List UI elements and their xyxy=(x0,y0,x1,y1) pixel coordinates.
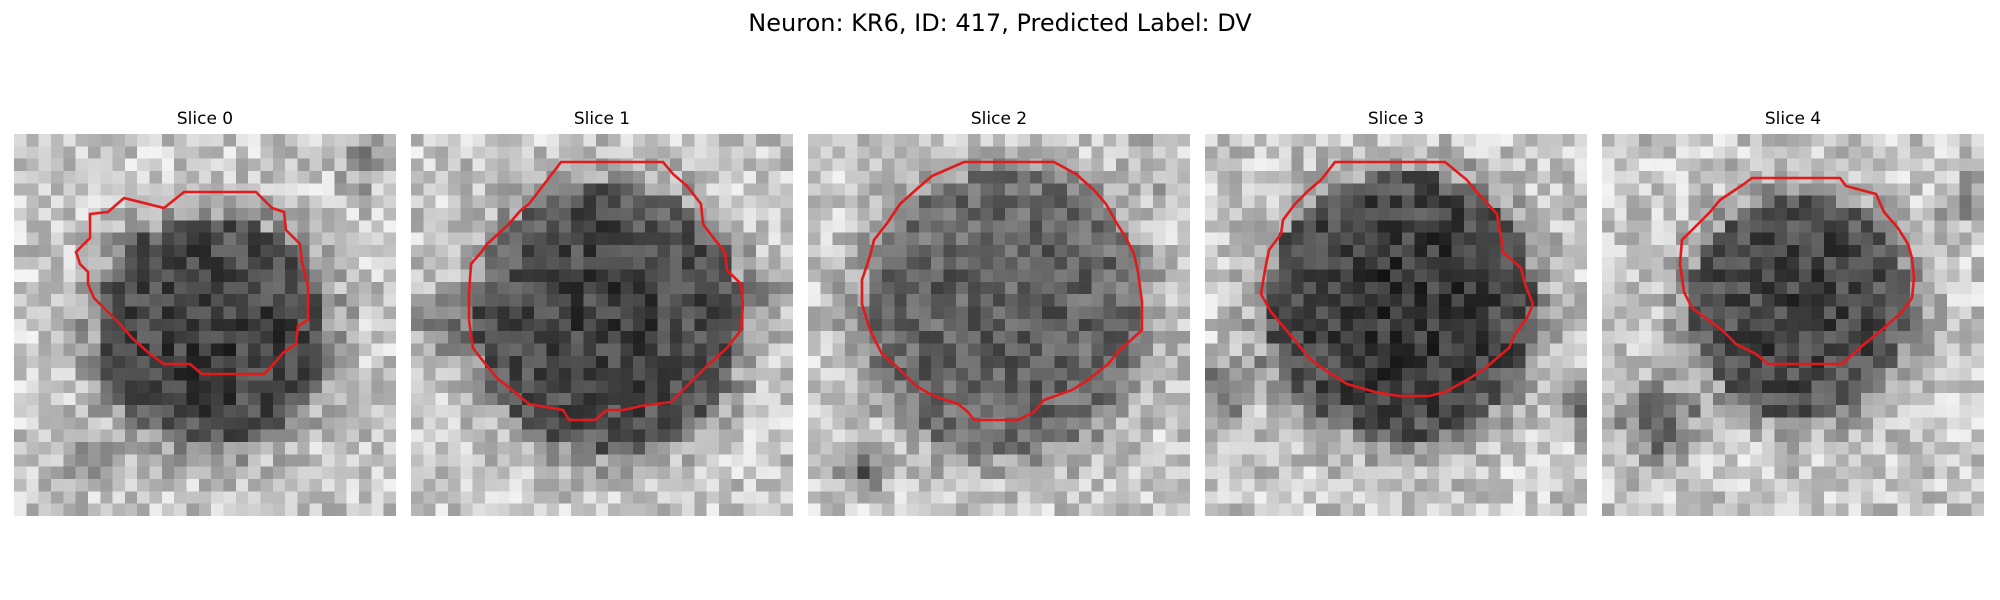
slice-title-0: Slice 0 xyxy=(176,109,234,129)
slice-pixel-grid xyxy=(411,134,793,516)
slice-image-1 xyxy=(411,134,793,516)
segmentation-contour xyxy=(1259,160,1535,398)
segmentation-contour xyxy=(74,190,310,376)
segmentation-contour xyxy=(860,160,1144,422)
slice-image-3 xyxy=(1205,134,1587,516)
slice-image-2 xyxy=(808,134,1190,516)
slice-panel-4: Slice 4 xyxy=(1602,108,1984,516)
slice-panel-2: Slice 2 xyxy=(808,108,1190,516)
slice-pixel-grid xyxy=(1602,134,1984,516)
slice-title-4: Slice 4 xyxy=(1764,109,1822,129)
slice-image-0 xyxy=(14,134,396,516)
slice-pixel-grid xyxy=(1205,134,1587,516)
segmentation-contour xyxy=(467,160,745,422)
figure-title: Neuron: KR6, ID: 417, Predicted Label: D… xyxy=(748,9,1252,37)
segmentation-contour xyxy=(1678,176,1916,366)
slice-panel-1: Slice 1 xyxy=(411,108,793,516)
slice-panel-3: Slice 3 xyxy=(1205,108,1587,516)
slice-pixel-grid xyxy=(808,134,1190,516)
slice-title-2: Slice 2 xyxy=(970,109,1028,129)
slice-title-3: Slice 3 xyxy=(1367,109,1425,129)
slice-image-4 xyxy=(1602,134,1984,516)
slice-title-1: Slice 1 xyxy=(573,109,631,129)
slice-panel-0: Slice 0 xyxy=(14,108,396,516)
slice-pixel-grid xyxy=(14,134,396,516)
